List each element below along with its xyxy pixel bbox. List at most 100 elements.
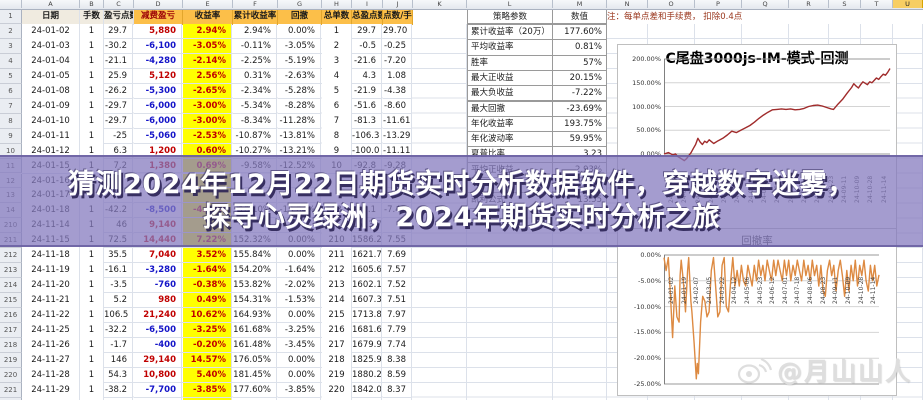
- cell-a[interactable]: 24-11-21: [22, 293, 80, 310]
- column-letter-L[interactable]: L: [467, 0, 553, 8]
- cell-g[interactable]: 0.00%: [278, 24, 321, 39]
- cell-g[interactable]: -11.28%: [278, 113, 321, 129]
- row-number[interactable]: 6: [0, 83, 22, 99]
- row-number[interactable]: 5: [0, 68, 22, 84]
- row-number[interactable]: 2: [0, 24, 22, 39]
- cell-e[interactable]: [183, 397, 232, 400]
- cell-c[interactable]: -32.2: [104, 323, 133, 338]
- cell-d[interactable]: 7,040: [134, 248, 182, 264]
- row-number[interactable]: 217: [0, 323, 22, 338]
- column-header[interactable]: 总盈点数: [352, 9, 383, 25]
- cell-b[interactable]: 1: [80, 352, 104, 369]
- cell-e[interactable]: -2.14%: [183, 53, 232, 69]
- strategy-param-value[interactable]: 0.81%: [552, 39, 607, 56]
- strategy-param-label[interactable]: 胜率: [467, 54, 553, 71]
- cell-d[interactable]: -7,700: [134, 382, 182, 398]
- row-number[interactable]: 212: [0, 248, 22, 264]
- cell-g[interactable]: -3.45%: [278, 337, 321, 353]
- cell-h[interactable]: 212: [322, 263, 352, 280]
- cell-g[interactable]: -13.81%: [278, 128, 321, 144]
- cell-i[interactable]: -21.6: [352, 53, 382, 69]
- cell-h[interactable]: 219: [322, 367, 352, 384]
- cell-g[interactable]: -3.85%: [278, 382, 321, 398]
- cell-c[interactable]: [104, 397, 133, 400]
- cell-b[interactable]: [80, 397, 104, 400]
- column-header[interactable]: 减费盈亏: [134, 9, 183, 25]
- cell-j[interactable]: 8.59: [383, 367, 412, 383]
- cell-i[interactable]: -81.3: [352, 113, 382, 129]
- cell-h[interactable]: 5: [322, 83, 352, 100]
- cell-b[interactable]: 1: [80, 53, 104, 70]
- cell-c[interactable]: 29.7: [104, 24, 133, 39]
- cell-e[interactable]: -3.25%: [183, 323, 232, 338]
- column-letter-I[interactable]: I: [352, 0, 383, 8]
- column-letter-F[interactable]: F: [233, 0, 278, 8]
- cell-g[interactable]: [278, 397, 321, 400]
- cell-g[interactable]: 0.00%: [278, 308, 321, 323]
- column-letter-O[interactable]: O: [648, 0, 695, 8]
- cell-e[interactable]: -3.00%: [183, 113, 232, 129]
- strategy-param-label[interactable]: 平均收益率: [467, 39, 553, 56]
- cell-d[interactable]: -3,280: [134, 263, 182, 279]
- cell-c[interactable]: 106.5: [104, 308, 133, 323]
- row-number[interactable]: 1: [0, 9, 22, 24]
- cell-c[interactable]: -25: [104, 128, 133, 144]
- cell-c[interactable]: 54.3: [104, 367, 133, 383]
- cell-d[interactable]: -6,100: [134, 38, 182, 54]
- cell-h[interactable]: 216: [322, 323, 352, 339]
- cell-d[interactable]: -5,060: [134, 128, 182, 144]
- column-letter-K[interactable]: K: [413, 0, 467, 8]
- column-letter-N[interactable]: N: [607, 0, 648, 8]
- cell-e[interactable]: 2.56%: [183, 68, 232, 84]
- row-number[interactable]: 215: [0, 293, 22, 309]
- strategy-param-label[interactable]: 最大正收益: [467, 69, 553, 87]
- cell-i[interactable]: -21.9: [352, 83, 382, 99]
- cell-d[interactable]: -6,000: [134, 113, 182, 129]
- cell-j[interactable]: -13.29: [383, 128, 412, 144]
- row-number[interactable]: 4: [0, 53, 22, 69]
- cell-c[interactable]: 25.9: [104, 68, 133, 84]
- cell-h[interactable]: 3: [322, 53, 352, 70]
- cell-f[interactable]: 2.94%: [233, 24, 277, 39]
- column-letter-Q[interactable]: Q: [742, 0, 789, 8]
- cell-d[interactable]: 5,880: [134, 24, 182, 39]
- row-number[interactable]: 216: [0, 308, 22, 323]
- cell-c[interactable]: 5.2: [104, 293, 133, 309]
- cell-b[interactable]: 1: [80, 24, 104, 40]
- cell-j[interactable]: [383, 397, 412, 400]
- cell-g[interactable]: -1.64%: [278, 263, 321, 279]
- column-letter-G[interactable]: G: [278, 0, 322, 8]
- cell-c[interactable]: -30.2: [104, 38, 133, 54]
- column-header[interactable]: 盈亏点数: [104, 9, 134, 25]
- cell-j[interactable]: 7.74: [383, 337, 412, 353]
- cell-j[interactable]: -4.38: [383, 83, 412, 99]
- cell-i[interactable]: 1621.7: [352, 248, 382, 264]
- cell-d[interactable]: 10,800: [134, 367, 182, 383]
- cell-h[interactable]: 8: [322, 128, 352, 145]
- cell-a[interactable]: 24-11-28: [22, 367, 80, 384]
- cell-j[interactable]: 29.70: [383, 24, 412, 39]
- cell-c[interactable]: 146: [104, 352, 133, 368]
- column-letter-M[interactable]: M: [553, 0, 607, 8]
- column-letter-J[interactable]: J: [383, 0, 413, 8]
- column-letter-A[interactable]: A: [22, 0, 80, 8]
- cell-f[interactable]: -0.11%: [233, 38, 277, 54]
- column-header[interactable]: 收益率: [183, 9, 233, 25]
- cell-a[interactable]: 24-01-05: [22, 68, 80, 85]
- cell-c[interactable]: -29.7: [104, 98, 133, 114]
- cell-g[interactable]: -3.25%: [278, 323, 321, 338]
- cell-a[interactable]: 24-01-04: [22, 53, 80, 70]
- column-letter-U[interactable]: U: [893, 0, 923, 8]
- cell-b[interactable]: 1: [80, 38, 104, 55]
- row-number[interactable]: 214: [0, 278, 22, 294]
- cell-f[interactable]: [233, 397, 277, 400]
- cell-c[interactable]: 35.5: [104, 248, 133, 264]
- strategy-param-value[interactable]: 177.60%: [552, 24, 607, 41]
- cell-d[interactable]: -4,280: [134, 53, 182, 69]
- cell-d[interactable]: -760: [134, 278, 182, 294]
- cell-g[interactable]: -3.05%: [278, 38, 321, 54]
- cell-i[interactable]: 1880.2: [352, 367, 382, 383]
- row-number[interactable]: 9: [0, 128, 22, 144]
- cell-e[interactable]: 0.49%: [183, 293, 232, 309]
